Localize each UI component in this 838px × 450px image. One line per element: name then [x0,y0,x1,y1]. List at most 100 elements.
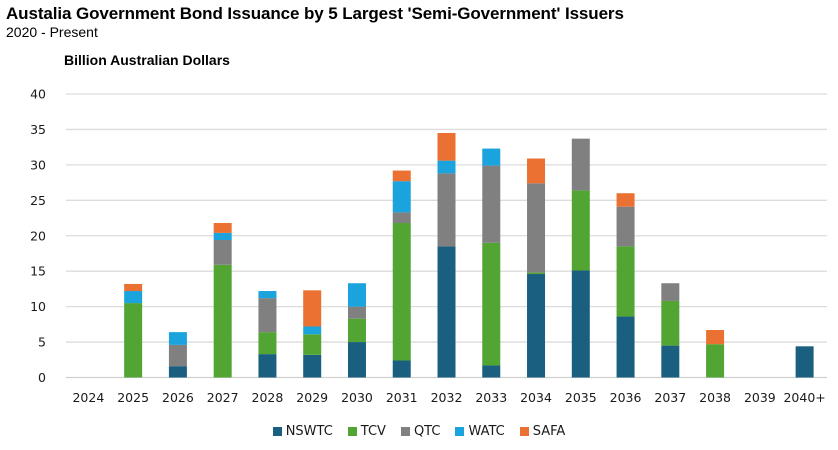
bar-tcv-2030 [347,318,366,343]
bar-watc-2030 [347,283,366,307]
bar-tcv-2028 [258,332,277,355]
bar-nswtc-2029 [303,354,322,378]
bar-qtc-2028 [258,298,277,333]
chart-title: Austalia Government Bond Issuance by 5 L… [6,4,624,23]
y-tick-label: 25 [30,193,46,208]
legend-label: WATC [468,424,505,439]
x-tick-label: 2033 [475,390,507,405]
bar-qtc-2026 [168,344,187,367]
y-tick-label: 20 [30,228,46,243]
bar-watc-2027 [213,232,232,241]
x-tick-label: 2032 [431,390,463,405]
legend-label: QTC [413,424,441,439]
bar-safa-2029 [303,290,322,327]
legend: NSWTC TCV QTC WATC SAFA [0,424,838,439]
x-tick-label: 2034 [520,390,552,405]
bar-qtc-2031 [392,212,411,223]
bar-tcv-2037 [661,300,680,346]
x-tick-label: 2037 [654,390,686,405]
y-tick-label: 30 [30,157,46,172]
y-tick-labels: 0 5 10 15 20 25 30 35 40 [30,87,46,386]
y-tick-label: 35 [30,122,46,137]
bar-watc-2028 [258,291,277,299]
bar-tcv-2025 [124,303,143,378]
legend-item-nswtc: NSWTC [272,424,333,439]
bar-nswtc-2040+ [795,346,814,378]
bar-nswtc-2034 [527,274,546,378]
x-tick-label: 2030 [341,390,373,405]
y-tick-label: 40 [30,87,46,102]
bar-nswtc-2037 [661,345,680,378]
bar-tcv-2029 [303,334,322,355]
bar-nswtc-2031 [392,360,411,378]
bar-nswtc-2036 [616,316,635,378]
bar-qtc-2033 [482,165,501,243]
bar-tcv-2038 [706,344,725,378]
x-tick-label: 2035 [565,390,597,405]
x-tick-label: 2039 [744,390,776,405]
y-tick-label: 0 [38,370,46,385]
bar-qtc-2035 [571,138,590,191]
bar-qtc-2037 [661,283,680,301]
bar-watc-2029 [303,326,322,335]
bar-nswtc-2028 [258,354,277,378]
bar-safa-2032 [437,132,456,161]
bar-nswtc-2033 [482,365,501,378]
legend-item-qtc: QTC [400,424,441,439]
bar-qtc-2030 [347,306,366,319]
bar-watc-2031 [392,181,411,213]
legend-label: NSWTC [285,424,333,439]
bar-safa-2025 [124,283,143,292]
bar-nswtc-2030 [347,342,366,378]
y-tick-label: 15 [30,264,46,279]
bar-qtc-2034 [527,183,546,273]
bar-safa-2031 [392,170,411,182]
x-tick-label: 2025 [117,390,149,405]
bar-nswtc-2026 [168,366,187,378]
bar-tcv-2033 [482,242,501,366]
bar-safa-2036 [616,193,635,207]
bar-tcv-2034 [527,272,546,275]
bar-safa-2027 [213,222,232,233]
x-tick-label: 2038 [699,390,731,405]
x-tick-label: 2028 [252,390,284,405]
bar-qtc-2032 [437,173,456,247]
bar-watc-2033 [482,148,501,166]
bar-watc-2026 [168,332,187,345]
legend-swatch [347,427,357,436]
x-tick-label: 2040+ [783,390,825,405]
bar-safa-2034 [527,158,546,184]
x-tick-label: 2024 [72,390,104,405]
bar-nswtc-2032 [437,246,456,378]
bar-tcv-2031 [392,222,411,361]
legend-swatch [455,427,465,436]
y-axis-label: Billion Australian Dollars [64,52,230,68]
x-tick-labels: 2024 2025 2026 2027 2028 2029 2030 2031 2032 2033… [72,390,825,405]
bar-qtc-2036 [616,206,635,247]
bar-tcv-2027 [213,264,232,378]
legend-swatch [272,427,282,436]
x-tick-label: 2029 [296,390,328,405]
x-tick-label: 2036 [610,390,642,405]
y-tick-label: 10 [30,299,46,314]
legend-item-safa: SAFA [519,424,566,439]
bar-watc-2032 [437,160,456,174]
bar-safa-2038 [706,330,725,345]
y-tick-label: 5 [38,335,46,350]
x-tick-label: 2031 [386,390,418,405]
bar-tcv-2036 [616,246,635,317]
legend-swatch [519,427,529,436]
chart-subtitle: 2020 - Present [6,24,98,40]
legend-item-watc: WATC [455,424,505,439]
legend-swatch [400,427,410,436]
bar-nswtc-2035 [571,270,590,378]
legend-item-tcv: TCV [347,424,386,439]
legend-label: TCV [360,424,386,439]
bar-tcv-2035 [571,190,590,271]
bar-watc-2025 [124,291,143,304]
bar-qtc-2027 [213,240,232,265]
bars [124,132,814,378]
legend-label: SAFA [532,424,566,439]
x-tick-label: 2027 [207,390,239,405]
